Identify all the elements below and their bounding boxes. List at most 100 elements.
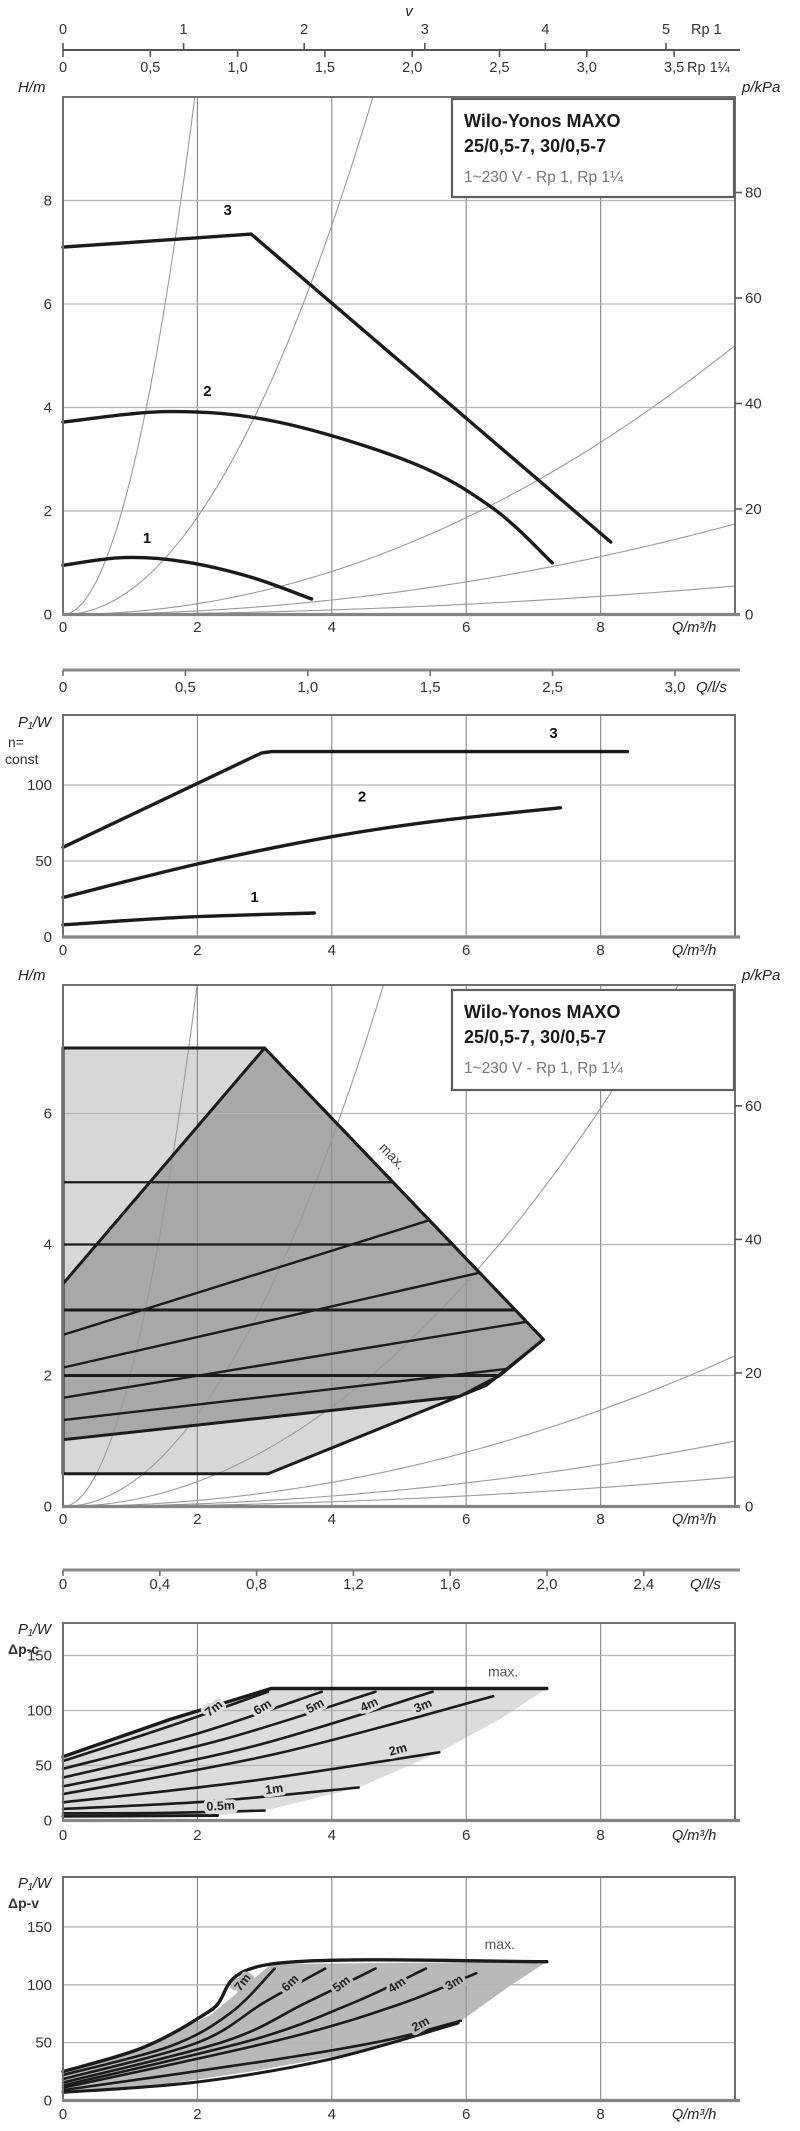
power-curve-3m — [61, 1694, 495, 1796]
y-tick-label: 50 — [35, 2035, 52, 2052]
v-axis-title: v — [405, 3, 414, 20]
x-tick-label: 4 — [328, 942, 336, 959]
x-tick-label: 0 — [59, 619, 67, 636]
x-tick-label: 0 — [59, 2106, 67, 2123]
curve-number-label: 3 — [223, 202, 231, 219]
flow-ls-scale-2: 0 0,4 0,8 1,2 1,6 2,0 2,4 Q/l/s — [59, 1568, 740, 1593]
ls-tick-label: 0,8 — [246, 1576, 267, 1593]
y-axis-title: P₁/W — [18, 1621, 53, 1638]
rp1-tick-label: 4 — [541, 22, 549, 38]
top-velocity-scales: v 0 1 2 3 4 5 Rp 1 0 0,5 1,0 1,5 2,0 2,5 3,0 3,5 Rp 1¼ — [59, 3, 740, 76]
power-curve-7m — [61, 1690, 270, 1763]
x-tick-label: 0 — [59, 942, 67, 959]
power-curve-6m — [61, 1690, 323, 1771]
y-axis-title: P₁/W — [18, 1875, 53, 1892]
title-box: Wilo-Yonos MAXO 25/0,5-7, 30/0,5-7 1~230 V… — [450, 988, 736, 1092]
pump-curve-3 — [61, 749, 630, 849]
y-axis-title: P₁/W — [18, 714, 53, 731]
title-line-3: 1~230 V - Rp 1, Rp 1¼ — [464, 1060, 624, 1077]
y-tick-label: 50 — [35, 853, 52, 870]
system-curve — [63, 344, 736, 616]
x-tick-label: 6 — [462, 2106, 470, 2123]
x-tick-label: 4 — [328, 1511, 336, 1528]
pump-curve-1 — [61, 911, 316, 927]
x-axis-unit-label: Q/m³/h — [672, 1828, 716, 1844]
power-curve-2m — [61, 2019, 463, 2092]
y-tick-label: 4 — [44, 400, 52, 417]
x-tick-label: 6 — [462, 619, 470, 636]
power-curve-5m — [61, 1690, 377, 1779]
ls-tick-label: 1,2 — [343, 1576, 364, 1593]
y-tick-label: 0 — [44, 2093, 52, 2110]
rp1-tick-label: 1 — [180, 22, 188, 38]
chart-power-n-const: 1 2 3 0 50 100 0 2 4 6 8 Q/m³/h P₁/W n=const — [5, 714, 740, 959]
x-tick-label: 6 — [462, 1511, 470, 1528]
power-curve — [61, 1958, 549, 2074]
ls-tick-label: 3,0 — [665, 679, 686, 696]
rp1-tick-label: 0 — [59, 22, 67, 38]
power-curve-7m — [61, 1967, 276, 2077]
y-tick-label: 150 — [27, 1648, 52, 1665]
title-box: Wilo-Yonos MAXO 25/0,5-7, 30/0,5-7 1~230 V… — [450, 97, 736, 199]
x-axis-unit-label: Q/m³/h — [672, 2107, 716, 2123]
rp1-tick-label: 2 — [300, 22, 308, 38]
x-tick-label: 2 — [193, 2106, 201, 2123]
y2-tick-label: 20 — [745, 1365, 762, 1382]
ls-tick-label: 2,0 — [537, 1576, 558, 1593]
power-curve-6m — [61, 1967, 327, 2081]
power-curve-2m — [61, 1751, 441, 1804]
control-line-dpv — [62, 1219, 430, 1337]
rp114-unit-label: Rp 1¼ — [687, 60, 731, 76]
ls-tick-label: 2,5 — [542, 679, 563, 696]
title-line-2: 25/0,5-7, 30/0,5-7 — [464, 136, 606, 156]
y-tick-label: 0 — [44, 929, 52, 946]
flow-ls-scale-1: 0 0,5 1,0 1,5 2,5 3,0 Q/l/s — [59, 668, 740, 696]
x-tick-label: 8 — [596, 1827, 604, 1844]
rp114-tick-label: 2,5 — [489, 60, 509, 76]
power-curve — [61, 1686, 549, 1759]
rp1-unit-label: Rp 1 — [691, 22, 722, 38]
title-line-2: 25/0,5-7, 30/0,5-7 — [464, 1027, 606, 1047]
x-axis-unit-label: Q/m³/h — [672, 943, 716, 959]
ls-tick-label: 0,5 — [175, 679, 196, 696]
y-tick-label: 0 — [44, 1499, 52, 1516]
mode-label: Δp-v — [8, 1895, 39, 1911]
ls-tick-label: 0,4 — [149, 1576, 170, 1593]
pump-curve-3 — [61, 232, 613, 544]
rp1-tick-label: 5 — [662, 22, 670, 38]
head-setting-label: 0.5m — [206, 1798, 235, 1813]
y-tick-label: 8 — [44, 193, 52, 210]
rp114-tick-label: 0,5 — [140, 60, 160, 76]
system-curve — [63, 523, 736, 616]
x-tick-label: 0 — [59, 1511, 67, 1528]
system-curve — [63, 1440, 736, 1508]
title-line-3: 1~230 V - Rp 1, Rp 1¼ — [464, 169, 624, 186]
y2-tick-label: 40 — [745, 1231, 762, 1248]
rp114-tick-label: 0 — [59, 60, 67, 76]
head-setting-label: 1m — [264, 1781, 284, 1797]
pump-curve-1 — [61, 555, 314, 601]
rp114-tick-label: 2,0 — [402, 60, 422, 76]
rp114-tick-label: 1,5 — [315, 60, 335, 76]
x-tick-label: 8 — [596, 619, 604, 636]
title-line-1: Wilo-Yonos MAXO — [464, 111, 621, 131]
ls-tick-label: 1,5 — [420, 679, 441, 696]
x-tick-label: 8 — [596, 2106, 604, 2123]
ls-tick-label: 0 — [59, 1576, 67, 1593]
x-tick-label: 8 — [596, 1511, 604, 1528]
y-tick-label: 2 — [44, 1368, 52, 1385]
y-tick-label: 6 — [44, 296, 52, 313]
ls-unit-label: Q/l/s — [690, 1576, 721, 1593]
y2-tick-label: 20 — [745, 501, 762, 518]
x-tick-label: 2 — [193, 619, 201, 636]
curve-number-label: 1 — [143, 530, 151, 547]
system-curve — [62, 96, 374, 616]
pump-curve-2 — [61, 409, 554, 565]
title-box-frame — [450, 988, 736, 1092]
mode-label: const — [5, 751, 39, 767]
curve-number-label: 2 — [358, 789, 366, 806]
ls-tick-label: 0 — [59, 679, 67, 696]
